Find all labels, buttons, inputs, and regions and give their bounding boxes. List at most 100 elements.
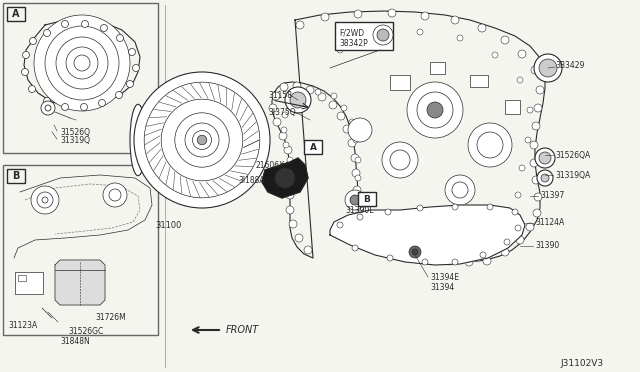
Circle shape bbox=[501, 36, 509, 44]
Circle shape bbox=[289, 220, 297, 228]
Circle shape bbox=[417, 29, 423, 35]
Text: 31319Q: 31319Q bbox=[60, 135, 90, 144]
Circle shape bbox=[286, 176, 294, 184]
Text: 31526GC: 31526GC bbox=[68, 327, 103, 337]
Circle shape bbox=[286, 161, 294, 169]
Circle shape bbox=[377, 29, 389, 41]
Circle shape bbox=[417, 92, 453, 128]
Circle shape bbox=[31, 186, 59, 214]
Circle shape bbox=[29, 38, 36, 45]
Text: 31100: 31100 bbox=[155, 221, 181, 230]
Bar bbox=[390, 75, 410, 90]
Circle shape bbox=[526, 223, 534, 231]
Circle shape bbox=[487, 204, 493, 210]
Circle shape bbox=[197, 135, 207, 145]
Circle shape bbox=[534, 54, 562, 82]
Bar bbox=[505, 100, 520, 114]
Text: 31848N: 31848N bbox=[60, 337, 90, 346]
Circle shape bbox=[530, 159, 538, 167]
Circle shape bbox=[534, 104, 542, 112]
Bar bbox=[7, 169, 25, 183]
Circle shape bbox=[535, 148, 555, 168]
Circle shape bbox=[349, 119, 355, 125]
Circle shape bbox=[541, 174, 549, 182]
Circle shape bbox=[304, 246, 312, 254]
Circle shape bbox=[452, 204, 458, 210]
Circle shape bbox=[306, 86, 314, 94]
Bar bbox=[18, 275, 26, 281]
Circle shape bbox=[409, 246, 421, 258]
Circle shape bbox=[422, 259, 428, 265]
Circle shape bbox=[468, 123, 512, 167]
Circle shape bbox=[318, 93, 326, 101]
Circle shape bbox=[452, 182, 468, 198]
Circle shape bbox=[518, 50, 526, 58]
Circle shape bbox=[293, 82, 301, 90]
Circle shape bbox=[44, 29, 51, 36]
Bar bbox=[430, 62, 445, 74]
Circle shape bbox=[280, 83, 288, 91]
Text: B: B bbox=[364, 195, 371, 203]
Circle shape bbox=[537, 170, 553, 186]
Circle shape bbox=[363, 217, 371, 225]
Circle shape bbox=[457, 35, 463, 41]
Circle shape bbox=[369, 235, 375, 241]
Circle shape bbox=[22, 51, 29, 58]
Circle shape bbox=[45, 26, 119, 100]
Bar bbox=[15, 272, 43, 294]
Circle shape bbox=[492, 52, 498, 58]
Circle shape bbox=[295, 234, 303, 242]
Text: J31102V3: J31102V3 bbox=[560, 359, 603, 369]
Circle shape bbox=[286, 191, 294, 199]
Bar bbox=[3, 3, 158, 153]
Text: 31397: 31397 bbox=[540, 190, 564, 199]
Text: 31394E: 31394E bbox=[430, 273, 459, 282]
Circle shape bbox=[427, 102, 443, 118]
Circle shape bbox=[272, 92, 280, 100]
Circle shape bbox=[74, 55, 90, 71]
Circle shape bbox=[61, 20, 68, 28]
Circle shape bbox=[382, 142, 418, 178]
Circle shape bbox=[337, 112, 345, 120]
Circle shape bbox=[81, 103, 88, 110]
Bar bbox=[7, 7, 25, 21]
Circle shape bbox=[45, 105, 51, 111]
Circle shape bbox=[445, 175, 475, 205]
Circle shape bbox=[532, 122, 540, 130]
Text: 31124A: 31124A bbox=[535, 218, 564, 227]
Circle shape bbox=[345, 190, 365, 210]
Circle shape bbox=[539, 152, 551, 164]
Bar bbox=[470, 75, 488, 87]
Circle shape bbox=[417, 205, 423, 211]
Circle shape bbox=[501, 248, 509, 256]
Circle shape bbox=[478, 24, 486, 32]
Circle shape bbox=[516, 236, 524, 244]
Circle shape bbox=[527, 107, 533, 113]
Circle shape bbox=[357, 214, 363, 220]
Circle shape bbox=[352, 245, 358, 251]
Circle shape bbox=[421, 12, 429, 20]
Text: 31390: 31390 bbox=[535, 241, 559, 250]
Circle shape bbox=[99, 99, 106, 106]
Circle shape bbox=[355, 175, 361, 181]
Circle shape bbox=[284, 146, 292, 154]
Circle shape bbox=[285, 87, 311, 113]
Circle shape bbox=[286, 206, 294, 214]
Circle shape bbox=[42, 197, 48, 203]
Circle shape bbox=[412, 249, 418, 255]
Circle shape bbox=[451, 16, 459, 24]
Circle shape bbox=[337, 47, 343, 53]
Circle shape bbox=[132, 64, 140, 71]
Circle shape bbox=[351, 154, 359, 162]
Text: 31726M: 31726M bbox=[95, 314, 125, 323]
Ellipse shape bbox=[130, 104, 146, 176]
Circle shape bbox=[287, 157, 293, 163]
Circle shape bbox=[281, 127, 287, 133]
Circle shape bbox=[356, 203, 364, 211]
Text: 31526QA: 31526QA bbox=[555, 151, 590, 160]
Circle shape bbox=[353, 186, 361, 194]
Circle shape bbox=[100, 25, 108, 32]
Text: A: A bbox=[12, 9, 20, 19]
Circle shape bbox=[144, 82, 260, 198]
Circle shape bbox=[525, 137, 531, 143]
